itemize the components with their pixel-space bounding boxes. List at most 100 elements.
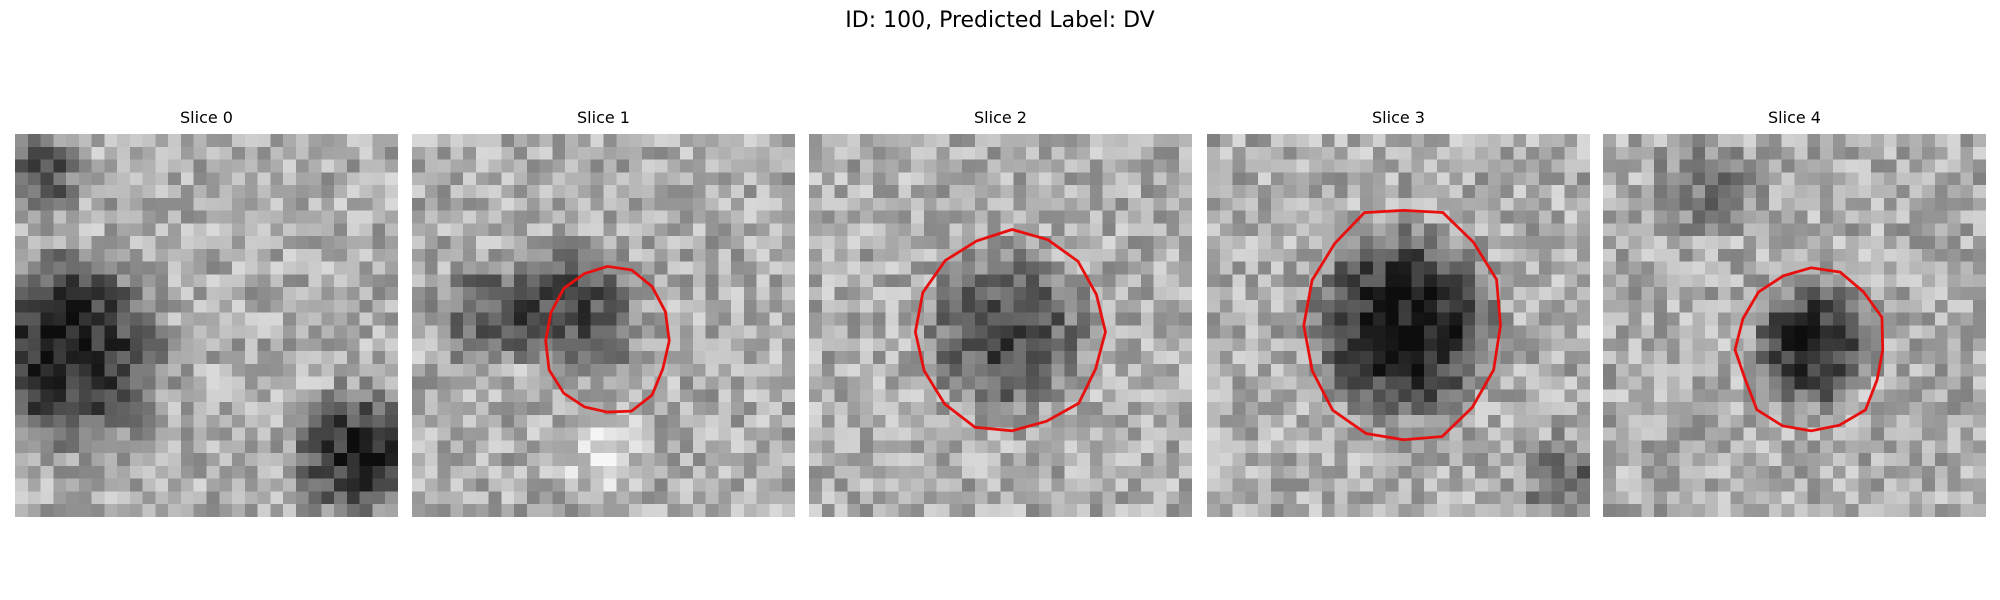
pixel	[1500, 363, 1514, 377]
pixel	[1128, 376, 1142, 390]
pixel	[1654, 414, 1668, 428]
pixel	[1564, 325, 1578, 339]
pixel	[1551, 465, 1565, 479]
pixel	[603, 134, 617, 148]
pixel	[1219, 274, 1233, 288]
pixel	[1296, 389, 1310, 403]
pixel	[1577, 402, 1590, 416]
pixel	[1026, 504, 1040, 517]
pixel	[1013, 261, 1027, 275]
pixel	[412, 351, 426, 365]
pixel	[1909, 223, 1923, 237]
pixel	[936, 134, 950, 148]
pixel	[295, 440, 309, 454]
pixel	[962, 159, 976, 173]
pixel	[1283, 299, 1297, 313]
pixel	[1883, 338, 1897, 352]
pixel	[885, 325, 899, 339]
pixel	[1564, 414, 1578, 428]
pixel	[1475, 427, 1489, 441]
pixel	[949, 159, 963, 173]
pixel	[936, 325, 950, 339]
pixel	[847, 351, 861, 365]
pixel	[1628, 478, 1642, 492]
pixel	[1424, 440, 1438, 454]
pixel	[1115, 325, 1129, 339]
panel-title: Slice 4	[1768, 108, 1821, 127]
pixel	[1462, 312, 1476, 326]
pixel	[654, 478, 668, 492]
pixel	[1347, 185, 1361, 199]
pixel	[1000, 261, 1014, 275]
pixel	[1603, 427, 1617, 441]
pixel	[1832, 159, 1846, 173]
pixel	[1820, 440, 1834, 454]
pixel	[412, 376, 426, 390]
pixel	[1679, 236, 1693, 250]
pixel	[1219, 223, 1233, 237]
pixel	[911, 134, 925, 148]
pixel	[372, 185, 386, 199]
pixel	[1973, 363, 1986, 377]
pixel	[1128, 287, 1142, 301]
pixel	[1321, 414, 1335, 428]
pixel	[974, 274, 988, 288]
pixel	[872, 465, 886, 479]
pixel	[860, 185, 874, 199]
pixel	[53, 427, 67, 441]
pixel	[1398, 427, 1412, 441]
pixel	[1832, 236, 1846, 250]
pixel	[756, 453, 770, 467]
pixel	[821, 287, 835, 301]
pixel	[180, 223, 194, 237]
pixel	[385, 274, 398, 288]
pixel	[731, 185, 745, 199]
pixel	[27, 440, 41, 454]
pixel	[1641, 478, 1655, 492]
pixel	[437, 363, 451, 377]
pixel	[1615, 338, 1629, 352]
pixel	[834, 440, 848, 454]
pixel	[78, 223, 92, 237]
pixel	[1449, 236, 1463, 250]
pixel	[193, 299, 207, 313]
pixel	[424, 402, 438, 416]
pixel	[962, 351, 976, 365]
pixel	[860, 172, 874, 186]
pixel	[488, 402, 502, 416]
pixel	[308, 172, 322, 186]
pixel	[40, 478, 54, 492]
pixel	[346, 504, 360, 517]
pixel	[1909, 159, 1923, 173]
pixel	[488, 376, 502, 390]
pixel	[1973, 376, 1986, 390]
pixel	[923, 491, 937, 505]
pixel	[1166, 236, 1180, 250]
pixel	[1372, 197, 1386, 211]
pixel	[78, 478, 92, 492]
pixel	[1115, 465, 1129, 479]
pixel	[782, 146, 795, 160]
pixel	[1564, 478, 1578, 492]
pixel	[514, 402, 528, 416]
pixel	[1296, 197, 1310, 211]
pixel	[1756, 185, 1770, 199]
pixel	[308, 299, 322, 313]
pixel	[1538, 491, 1552, 505]
pixel	[193, 389, 207, 403]
pixel	[1245, 236, 1259, 250]
pixel	[680, 491, 694, 505]
pixel	[731, 453, 745, 467]
pixel	[117, 159, 131, 173]
pixel	[1615, 453, 1629, 467]
pixel	[616, 389, 630, 403]
pixel	[385, 146, 398, 160]
pixel	[1411, 274, 1425, 288]
pixel	[809, 402, 823, 416]
pixel	[437, 414, 451, 428]
pixel	[821, 465, 835, 479]
pixel	[1026, 248, 1040, 262]
pixel	[104, 134, 118, 148]
pixel	[1051, 223, 1065, 237]
